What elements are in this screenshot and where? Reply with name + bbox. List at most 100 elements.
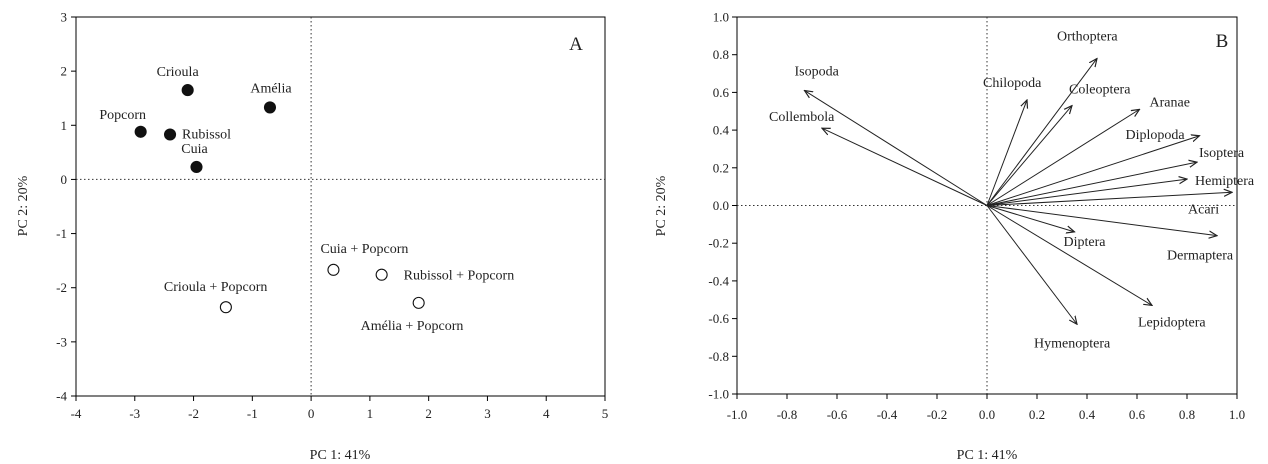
y-tick-label: -3 <box>56 334 67 349</box>
x-tick-label: -2 <box>188 406 199 421</box>
vector-label: Dermaptera <box>1167 249 1234 264</box>
loading-vector <box>986 100 1027 206</box>
x-tick-label: -4 <box>71 406 82 421</box>
x-tick-label: 0.2 <box>1029 407 1045 422</box>
vector-label: Aranae <box>1150 95 1190 110</box>
y-tick-label: -2 <box>56 280 67 295</box>
vectors-b: Orthoptera Chilopoda Coleoptera Aranae Isopo… <box>769 29 1255 351</box>
data-point <box>190 160 203 174</box>
chart-panel-b: -1.0 -0.8 -0.6 -0.4 -0.2 0.0 0.2 0.4 0.6 0.8 1.0 1… <box>654 10 1255 464</box>
y-axis-label-a: PC 2: 20% <box>16 175 31 236</box>
vector-label: Hymenoptera <box>1034 336 1111 351</box>
x-tick-label: 5 <box>602 406 609 421</box>
y-tick-label: -0.2 <box>708 236 729 251</box>
x-tick-label: -0.4 <box>877 407 898 422</box>
chart-panel-a: -4 -3 -2 -1 0 1 2 3 4 5 3 2 1 0 -1 -2 -3 -4 Crioula Améli… <box>16 10 608 464</box>
y-axis-label-b: PC 2: 20% <box>654 175 669 236</box>
x-tick-label: -0.8 <box>777 407 798 422</box>
y-tick-label: 0.6 <box>713 85 730 100</box>
data-point <box>412 296 425 309</box>
vector-label: Coleoptera <box>1069 83 1131 98</box>
point-label: Cuia <box>181 142 208 157</box>
vector-label: Collembola <box>769 110 835 125</box>
x-tick-label: 0 <box>308 406 315 421</box>
x-tick-label: -0.6 <box>827 407 848 422</box>
plot-frame-a <box>75 16 606 397</box>
x-tick-label: -1 <box>247 406 258 421</box>
panel-label-b: B <box>1216 31 1229 52</box>
x-axis-label-a: PC 1: 41% <box>310 448 371 463</box>
loading-vector <box>986 109 1140 206</box>
y-tick-label: -4 <box>56 389 67 404</box>
vector-label: Isopoda <box>795 65 840 80</box>
loading-vector <box>986 179 1187 206</box>
data-point <box>134 125 147 138</box>
loading-vector <box>822 128 988 206</box>
point-label: Rubissol + Popcorn <box>404 269 515 284</box>
y-tick-label: -0.4 <box>708 273 729 288</box>
y-tick-label: 0.0 <box>713 198 729 213</box>
x-axis-label-b: PC 1: 41% <box>957 448 1018 463</box>
point-label: Rubissol <box>182 127 231 142</box>
vector-label: Chilopoda <box>983 76 1042 91</box>
loading-vector <box>986 106 1072 206</box>
vector-label: Lepidoptera <box>1138 315 1206 330</box>
x-tick-label: 4 <box>543 406 550 421</box>
y-tick-label: 0.4 <box>713 123 730 138</box>
x-ticks-b: -1.0 -0.8 -0.6 -0.4 -0.2 0.0 0.2 0.4 0.6 0.8 1.0 <box>727 394 1245 422</box>
loading-vector <box>986 162 1197 206</box>
point-label: Popcorn <box>99 108 146 123</box>
y-tick-label: 3 <box>61 10 68 25</box>
loading-vector <box>986 58 1097 206</box>
loading-vector <box>986 205 1217 236</box>
y-tick-label: 1.0 <box>713 10 729 25</box>
vector-label: Diptera <box>1064 235 1107 250</box>
x-tick-label: 0.4 <box>1079 407 1096 422</box>
vector-label: Isoptera <box>1199 146 1245 161</box>
data-point <box>181 84 194 97</box>
x-tick-label: 1.0 <box>1229 407 1245 422</box>
vector-label: Acari <box>1188 202 1219 217</box>
panel-label-a: A <box>569 34 583 55</box>
data-point <box>375 268 388 281</box>
y-ticks-b: 1.0 0.8 0.6 0.4 0.2 0.0 -0.2 -0.4 -0.6 -0.8 -1.0 <box>708 10 737 402</box>
loading-vector <box>986 192 1232 206</box>
x-ticks-a: -4 -3 -2 -1 0 1 2 3 4 5 <box>71 396 609 421</box>
y-tick-label: -1.0 <box>708 387 729 402</box>
y-tick-label: 0 <box>61 172 68 187</box>
loading-vector <box>986 205 1077 325</box>
x-tick-label: 2 <box>425 406 432 421</box>
point-label: Crioula <box>157 65 200 80</box>
x-tick-label: -0.2 <box>927 407 948 422</box>
data-point <box>163 128 177 141</box>
loading-vector <box>986 205 1152 306</box>
x-tick-label: -1.0 <box>727 407 748 422</box>
vector-label: Diplopoda <box>1126 128 1186 143</box>
y-tick-label: 2 <box>61 64 68 79</box>
data-point <box>219 301 232 314</box>
x-tick-label: -3 <box>129 406 140 421</box>
x-tick-label: 0.8 <box>1179 407 1195 422</box>
y-tick-label: 1 <box>61 118 68 133</box>
y-tick-label: -1 <box>56 226 67 241</box>
vector-label: Hemiptera <box>1195 174 1255 189</box>
loading-vector <box>805 91 988 206</box>
x-tick-label: 3 <box>484 406 491 421</box>
y-tick-label: 0.2 <box>713 160 729 175</box>
point-label: Crioula + Popcorn <box>164 280 268 295</box>
data-point <box>327 263 340 276</box>
x-tick-label: 0.6 <box>1129 407 1146 422</box>
y-tick-label: -0.8 <box>708 349 729 364</box>
loading-vector <box>986 205 1075 232</box>
x-tick-label: 1 <box>367 406 374 421</box>
point-label: Cuia + Popcorn <box>320 242 408 257</box>
loading-vector <box>986 136 1200 206</box>
x-tick-label: 0.0 <box>979 407 995 422</box>
y-tick-label: 0.8 <box>713 47 729 62</box>
y-tick-label: -0.6 <box>708 311 729 326</box>
vector-label: Orthoptera <box>1057 29 1118 44</box>
point-label: Amélia <box>250 81 292 96</box>
y-ticks-a: 3 2 1 0 -1 -2 -3 -4 <box>56 10 76 404</box>
